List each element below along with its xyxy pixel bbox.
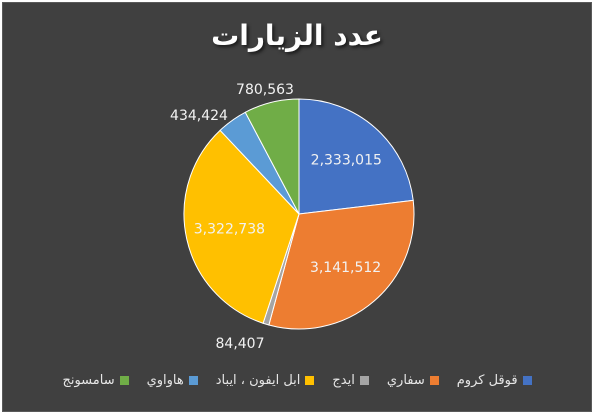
legend-label: سفاري <box>386 373 425 388</box>
chart-title: عدد الزيارات <box>211 19 383 52</box>
legend-label: ابل ايفون ، ايباد <box>215 373 301 388</box>
data-label-6: 780,563 <box>236 82 294 98</box>
legend-label: قوقل كروم <box>456 373 518 388</box>
pie-chart: 2,333,015 3,141,512 84,407 3,322,738 434,424… <box>170 82 415 352</box>
legend-label: ايدج <box>332 373 355 388</box>
pie-slice-4 <box>183 129 300 324</box>
legend-swatch <box>188 376 198 385</box>
data-label-2: 3,141,512 <box>310 260 381 276</box>
chart-area: عدد الزيارات 2,333,015 3,141,512 84,407 3,3… <box>2 2 592 412</box>
legend: قوقل كروم سفاري ايدج ابل ايفون ، ايباد هاواو… <box>3 373 591 388</box>
legend-entry-1: قوقل كروم <box>457 373 532 388</box>
data-label-3: 84,407 <box>216 336 265 352</box>
data-label-5: 434,424 <box>170 108 228 124</box>
legend-swatch <box>429 376 439 385</box>
legend-entry-2: سفاري <box>387 373 439 388</box>
legend-entry-4: ابل ايفون ، ايباد <box>216 373 315 388</box>
pie-slice-6 <box>244 98 300 215</box>
pie-slice-2 <box>268 199 415 330</box>
legend-swatch <box>522 376 532 385</box>
legend-swatch <box>359 376 369 385</box>
legend-label: هاواوي <box>146 373 184 388</box>
legend-swatch <box>119 376 129 385</box>
legend-entry-3: ايدج <box>332 373 369 388</box>
legend-entry-5: هاواوي <box>147 373 198 388</box>
legend-swatch <box>305 376 315 385</box>
data-label-4: 3,322,738 <box>194 222 265 238</box>
data-label-1: 2,333,015 <box>311 153 382 169</box>
legend-entry-6: سامسونج <box>62 373 129 388</box>
legend-label: سامسونج <box>62 373 115 388</box>
pie-slice-1 <box>298 98 414 215</box>
